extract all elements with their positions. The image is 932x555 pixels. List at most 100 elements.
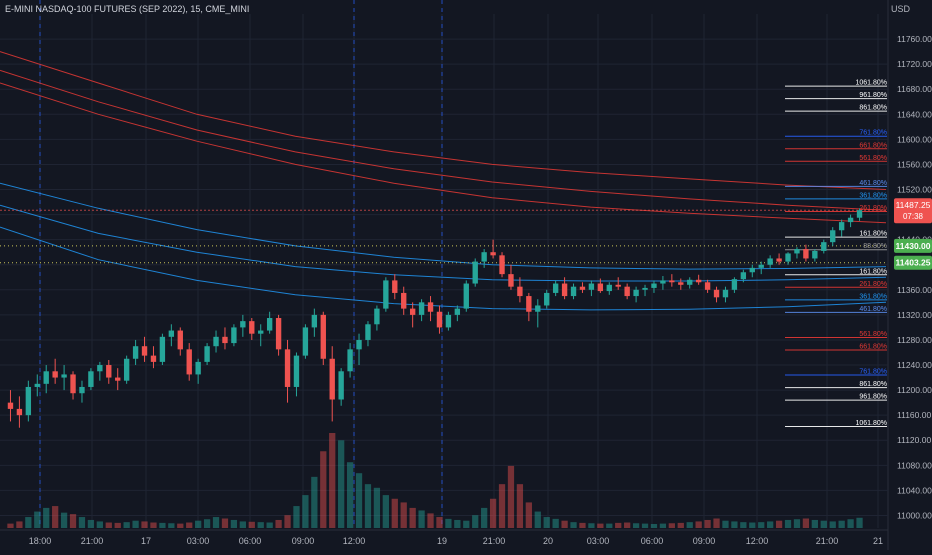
fib-level-label: 1061.80% — [855, 80, 887, 87]
x-tick-label: 20 — [543, 536, 553, 546]
candle-body — [713, 289, 720, 298]
volume-bar — [400, 502, 407, 528]
volume-bar — [16, 521, 23, 528]
y-tick-label: 11360.00 — [897, 285, 932, 295]
volume-bar — [686, 522, 693, 528]
volume-bar — [96, 521, 103, 528]
x-tick-label: 06:00 — [641, 536, 664, 546]
volume-bar — [579, 522, 586, 528]
volume-bar — [632, 523, 640, 528]
chart-title: E-MINI NASDAQ-100 FUTURES (SEP 2022), 15… — [5, 4, 250, 14]
volume-bar — [7, 523, 14, 528]
candle-body — [213, 336, 219, 347]
volume-bar — [802, 518, 810, 528]
y-tick-label: 11160.00 — [897, 410, 931, 420]
volume-bar — [141, 521, 148, 528]
level-a-value: 11430.00 — [896, 241, 931, 251]
volume-bar — [820, 520, 827, 528]
candle-body — [651, 283, 657, 288]
candle-body — [61, 374, 67, 378]
fib-level-label: 961.80% — [859, 394, 887, 401]
volume-bar — [373, 487, 381, 528]
candle-body — [740, 272, 747, 280]
volume-bar — [69, 514, 77, 528]
fib-level-label: 761.80% — [859, 130, 887, 137]
candle-body — [597, 283, 604, 292]
x-tick-label: 03:00 — [587, 536, 610, 546]
candle-body — [249, 321, 255, 334]
fib-level-label: 161.80% — [859, 231, 887, 238]
level-b-tag — [894, 255, 932, 270]
candle-body — [785, 253, 791, 262]
volume-bar — [650, 523, 658, 528]
candle-body — [186, 349, 192, 375]
band-line — [0, 182, 887, 270]
band-line — [0, 226, 887, 311]
y-tick-label: 11000.00 — [897, 510, 932, 520]
fib-level-label: 561.80% — [859, 331, 887, 338]
volume-bar — [338, 440, 345, 528]
x-tick-label: 17 — [141, 536, 151, 546]
fib-level-label: 461.80% — [859, 306, 887, 313]
x-tick-label: 21:00 — [816, 536, 839, 546]
band-line — [0, 69, 887, 211]
y-tick-label: 11280.00 — [897, 335, 932, 345]
candle-body — [347, 349, 353, 372]
x-tick-label: 09:00 — [693, 536, 716, 546]
candle-body — [159, 336, 166, 362]
candle-body — [34, 383, 40, 387]
band-line — [0, 51, 887, 190]
y-tick-label: 11600.00 — [897, 134, 932, 144]
candle-body — [838, 222, 845, 231]
volume-bar — [221, 518, 229, 528]
volume-bar — [472, 515, 479, 528]
candle-body — [687, 279, 693, 285]
volume-bar — [481, 507, 488, 528]
candle-body — [544, 292, 550, 306]
y-tick-label: 11560.00 — [897, 159, 932, 169]
volume-bar — [445, 518, 452, 528]
volume-bar — [150, 522, 157, 528]
candle-body — [222, 336, 228, 344]
candle-body — [624, 286, 630, 297]
volume-bar — [775, 520, 783, 528]
candle-body — [195, 361, 201, 375]
candle-body — [749, 267, 755, 273]
candle-body — [579, 286, 586, 290]
candle-body — [132, 346, 139, 359]
y-tick-label: 11120.00 — [897, 435, 931, 445]
candle-body — [633, 289, 639, 297]
candle-body — [338, 371, 344, 400]
candle-body — [150, 355, 157, 362]
volume-bar — [391, 498, 398, 528]
candle-body — [16, 408, 23, 416]
candle-body — [43, 371, 49, 384]
volume-bar — [561, 520, 568, 528]
candle-body — [275, 318, 282, 350]
candle-body — [767, 258, 773, 265]
candle-body — [79, 386, 85, 394]
volume-bar — [624, 522, 631, 528]
y-tick-label: 11320.00 — [897, 310, 932, 320]
volume-bar — [597, 523, 604, 528]
candle-body — [7, 402, 14, 409]
y-tick-label: 11640.00 — [897, 109, 932, 119]
y-tick-label: 11040.00 — [897, 485, 932, 495]
volume-bar — [731, 521, 738, 528]
volume-bar — [329, 433, 336, 528]
fib-level-label: 261.80% — [859, 205, 887, 212]
y-tick-label: 11760.00 — [897, 34, 932, 44]
candle-body — [588, 283, 595, 290]
volume-bar — [123, 522, 130, 528]
volume-bar — [534, 511, 541, 528]
volume-bar — [25, 517, 32, 528]
candle-body — [97, 365, 103, 372]
band-line — [0, 82, 887, 224]
volume-bar — [856, 517, 863, 528]
y-tick-label: 11520.00 — [897, 185, 932, 195]
candle-body — [695, 279, 702, 283]
level-a-tag — [894, 238, 932, 253]
candle-body — [517, 286, 523, 297]
